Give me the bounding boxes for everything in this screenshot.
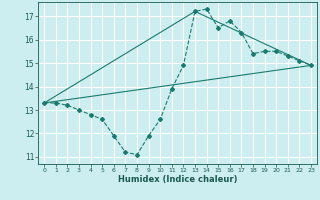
X-axis label: Humidex (Indice chaleur): Humidex (Indice chaleur) [118,175,237,184]
